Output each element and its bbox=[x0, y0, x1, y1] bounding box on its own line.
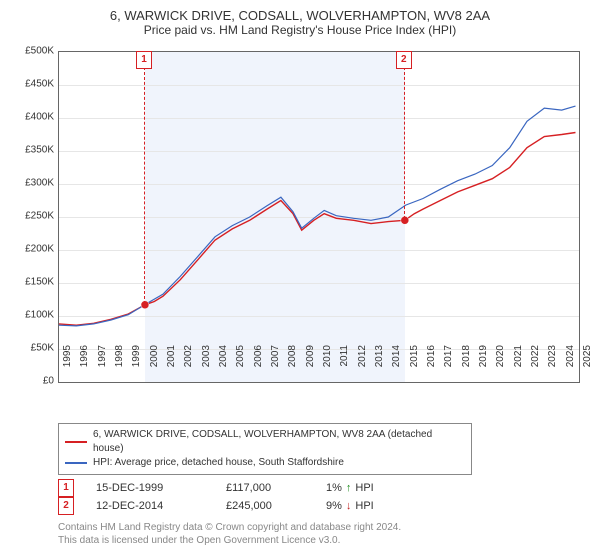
x-axis-label: 2005 bbox=[235, 345, 246, 385]
sale-marker-dot bbox=[141, 301, 149, 309]
x-axis-label: 2022 bbox=[530, 345, 541, 385]
x-axis-label: 2016 bbox=[426, 345, 437, 385]
x-axis-label: 2015 bbox=[409, 345, 420, 385]
y-axis-label: £100K bbox=[8, 310, 54, 321]
series-hpi bbox=[59, 106, 576, 326]
x-axis-label: 2000 bbox=[149, 345, 160, 385]
chart-area: £0£50K£100K£150K£200K£250K£300K£350K£400… bbox=[12, 41, 588, 421]
transaction-date: 12-DEC-2014 bbox=[96, 500, 226, 512]
transaction-price: £117,000 bbox=[226, 482, 326, 494]
footer-attribution: Contains HM Land Registry data © Crown c… bbox=[58, 521, 588, 547]
x-axis-label: 1998 bbox=[114, 345, 125, 385]
y-axis-label: £400K bbox=[8, 112, 54, 123]
callout-badge: 1 bbox=[136, 51, 152, 69]
x-axis-label: 2009 bbox=[305, 345, 316, 385]
delta-arrow-icon: ↓ bbox=[346, 500, 352, 512]
x-axis-label: 2002 bbox=[183, 345, 194, 385]
x-axis-label: 2004 bbox=[218, 345, 229, 385]
y-axis-label: £450K bbox=[8, 79, 54, 90]
chart-svg bbox=[59, 52, 579, 382]
x-axis-label: 2014 bbox=[391, 345, 402, 385]
y-axis-label: £350K bbox=[8, 145, 54, 156]
y-axis-label: £150K bbox=[8, 277, 54, 288]
legend-swatch bbox=[65, 462, 87, 464]
transaction-delta: 1% ↑HPI bbox=[326, 482, 374, 494]
legend-item: 6, WARWICK DRIVE, CODSALL, WOLVERHAMPTON… bbox=[65, 428, 465, 456]
legend-box: 6, WARWICK DRIVE, CODSALL, WOLVERHAMPTON… bbox=[58, 423, 472, 475]
transaction-badge: 2 bbox=[58, 497, 74, 515]
delta-label: HPI bbox=[355, 482, 373, 494]
transaction-row: 1 15-DEC-1999£117,0001% ↑HPI bbox=[58, 479, 588, 497]
chart-subtitle: Price paid vs. HM Land Registry's House … bbox=[12, 23, 588, 37]
x-axis-label: 2007 bbox=[270, 345, 281, 385]
x-axis-label: 2021 bbox=[513, 345, 524, 385]
callout-line bbox=[404, 67, 405, 219]
chart-title-address: 6, WARWICK DRIVE, CODSALL, WOLVERHAMPTON… bbox=[12, 8, 588, 23]
callout-badge: 2 bbox=[396, 51, 412, 69]
transaction-date: 15-DEC-1999 bbox=[96, 482, 226, 494]
footer-line-2: This data is licensed under the Open Gov… bbox=[58, 534, 588, 547]
y-axis-label: £500K bbox=[8, 46, 54, 57]
x-axis-label: 2019 bbox=[478, 345, 489, 385]
x-axis-label: 2023 bbox=[547, 345, 558, 385]
x-axis-label: 2012 bbox=[357, 345, 368, 385]
transaction-row: 2 12-DEC-2014£245,0009% ↓HPI bbox=[58, 497, 588, 515]
delta-arrow-icon: ↑ bbox=[346, 482, 352, 494]
footer-line-1: Contains HM Land Registry data © Crown c… bbox=[58, 521, 588, 534]
callout-line bbox=[144, 67, 145, 304]
delta-label: HPI bbox=[355, 500, 373, 512]
y-axis-label: £50K bbox=[8, 343, 54, 354]
x-axis-label: 2011 bbox=[339, 345, 350, 385]
transaction-price: £245,000 bbox=[226, 500, 326, 512]
y-axis-label: £200K bbox=[8, 244, 54, 255]
transaction-badge: 1 bbox=[58, 479, 74, 497]
x-axis-label: 2018 bbox=[461, 345, 472, 385]
x-axis-label: 2020 bbox=[495, 345, 506, 385]
x-axis-label: 1999 bbox=[131, 345, 142, 385]
x-axis-label: 1996 bbox=[79, 345, 90, 385]
y-axis-label: £0 bbox=[8, 376, 54, 387]
x-axis-label: 2008 bbox=[287, 345, 298, 385]
x-axis-label: 2017 bbox=[443, 345, 454, 385]
delta-pct: 1% bbox=[326, 482, 342, 494]
x-axis-label: 2003 bbox=[201, 345, 212, 385]
x-axis-label: 1997 bbox=[97, 345, 108, 385]
plot-region bbox=[58, 51, 580, 383]
x-axis-label: 2010 bbox=[322, 345, 333, 385]
x-axis-label: 2025 bbox=[582, 345, 593, 385]
legend-item: HPI: Average price, detached house, Sout… bbox=[65, 456, 465, 470]
x-axis-label: 2006 bbox=[253, 345, 264, 385]
x-axis-label: 2001 bbox=[166, 345, 177, 385]
x-axis-label: 2024 bbox=[565, 345, 576, 385]
delta-pct: 9% bbox=[326, 500, 342, 512]
x-axis-label: 1995 bbox=[62, 345, 73, 385]
sale-marker-dot bbox=[401, 216, 409, 224]
legend-label: HPI: Average price, detached house, Sout… bbox=[93, 456, 344, 470]
legend-label: 6, WARWICK DRIVE, CODSALL, WOLVERHAMPTON… bbox=[93, 428, 465, 456]
y-axis-label: £300K bbox=[8, 178, 54, 189]
transaction-delta: 9% ↓HPI bbox=[326, 500, 374, 512]
x-axis-label: 2013 bbox=[374, 345, 385, 385]
series-property bbox=[59, 133, 576, 326]
y-axis-label: £250K bbox=[8, 211, 54, 222]
legend-swatch bbox=[65, 441, 87, 443]
